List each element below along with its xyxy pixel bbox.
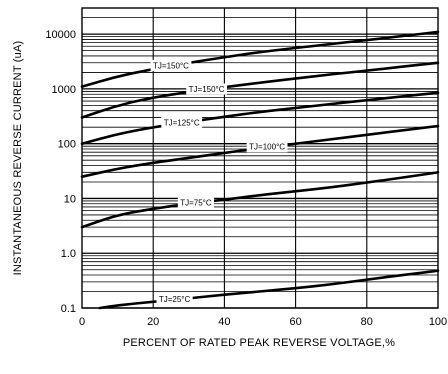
series-label-2: TJ=150°C [186,83,227,95]
series-label-text: TJ=150°C [153,61,189,70]
series-label-text: TJ=25°C [159,295,191,304]
y-axis-title: INSTANTANEOUS REVERSE CURRENT (uA) [12,41,24,276]
y-tick-label: 10 [64,193,76,205]
y-tick-label: 0.1 [61,303,76,315]
series-curve-2 [80,61,440,119]
series-curve-1 [80,30,440,88]
x-tick-label: 20 [147,316,159,328]
series-label-5: TJ=75°C [177,196,215,208]
series-label-bg [246,141,288,153]
series-curve-5 [80,171,440,229]
series-curve-3 [80,91,440,145]
series-label-bg [156,293,193,305]
y-tick-label: 1000 [52,84,76,96]
series-label-6: TJ=25°C [156,293,193,305]
series-curve-6 [98,269,440,310]
plot-border [81,7,439,309]
series-labels: TJ=150°C TJ=150°C TJ=125°C TJ=100°C TJ=75°C T… [150,59,288,305]
series-label-bg [186,83,227,95]
y-tick-label: 10000 [45,29,76,41]
x-tick-label: 0 [79,316,85,328]
x-tick-label: 60 [289,316,301,328]
x-axis-title: PERCENT OF RATED PEAK REVERSE VOLTAGE,% [123,337,395,349]
x-tick-label: 80 [361,316,373,328]
series-curves [80,30,440,310]
series-label-3: TJ=125°C [161,116,203,128]
series-label-bg [150,59,192,71]
series-label-text: TJ=125°C [164,118,200,127]
x-tick-label: 100 [429,316,447,328]
tick-labels: 0.1 1.0 10 100 1000 10000 0 20 40 60 80 100 [45,29,447,328]
series-label-1: TJ=150°C [150,59,192,71]
series-label-text: TJ=75°C [180,198,212,207]
series-label-bg [177,196,215,208]
series-label-4: TJ=100°C [246,141,288,153]
series-label-bg [161,116,203,128]
series-label-text: TJ=150°C [189,85,225,94]
y-tick-label: 100 [58,139,76,151]
series-label-text: TJ=100°C [249,143,285,152]
y-tick-label: 1.0 [61,248,76,260]
plot-frame [81,7,439,309]
x-tick-label: 40 [218,316,230,328]
